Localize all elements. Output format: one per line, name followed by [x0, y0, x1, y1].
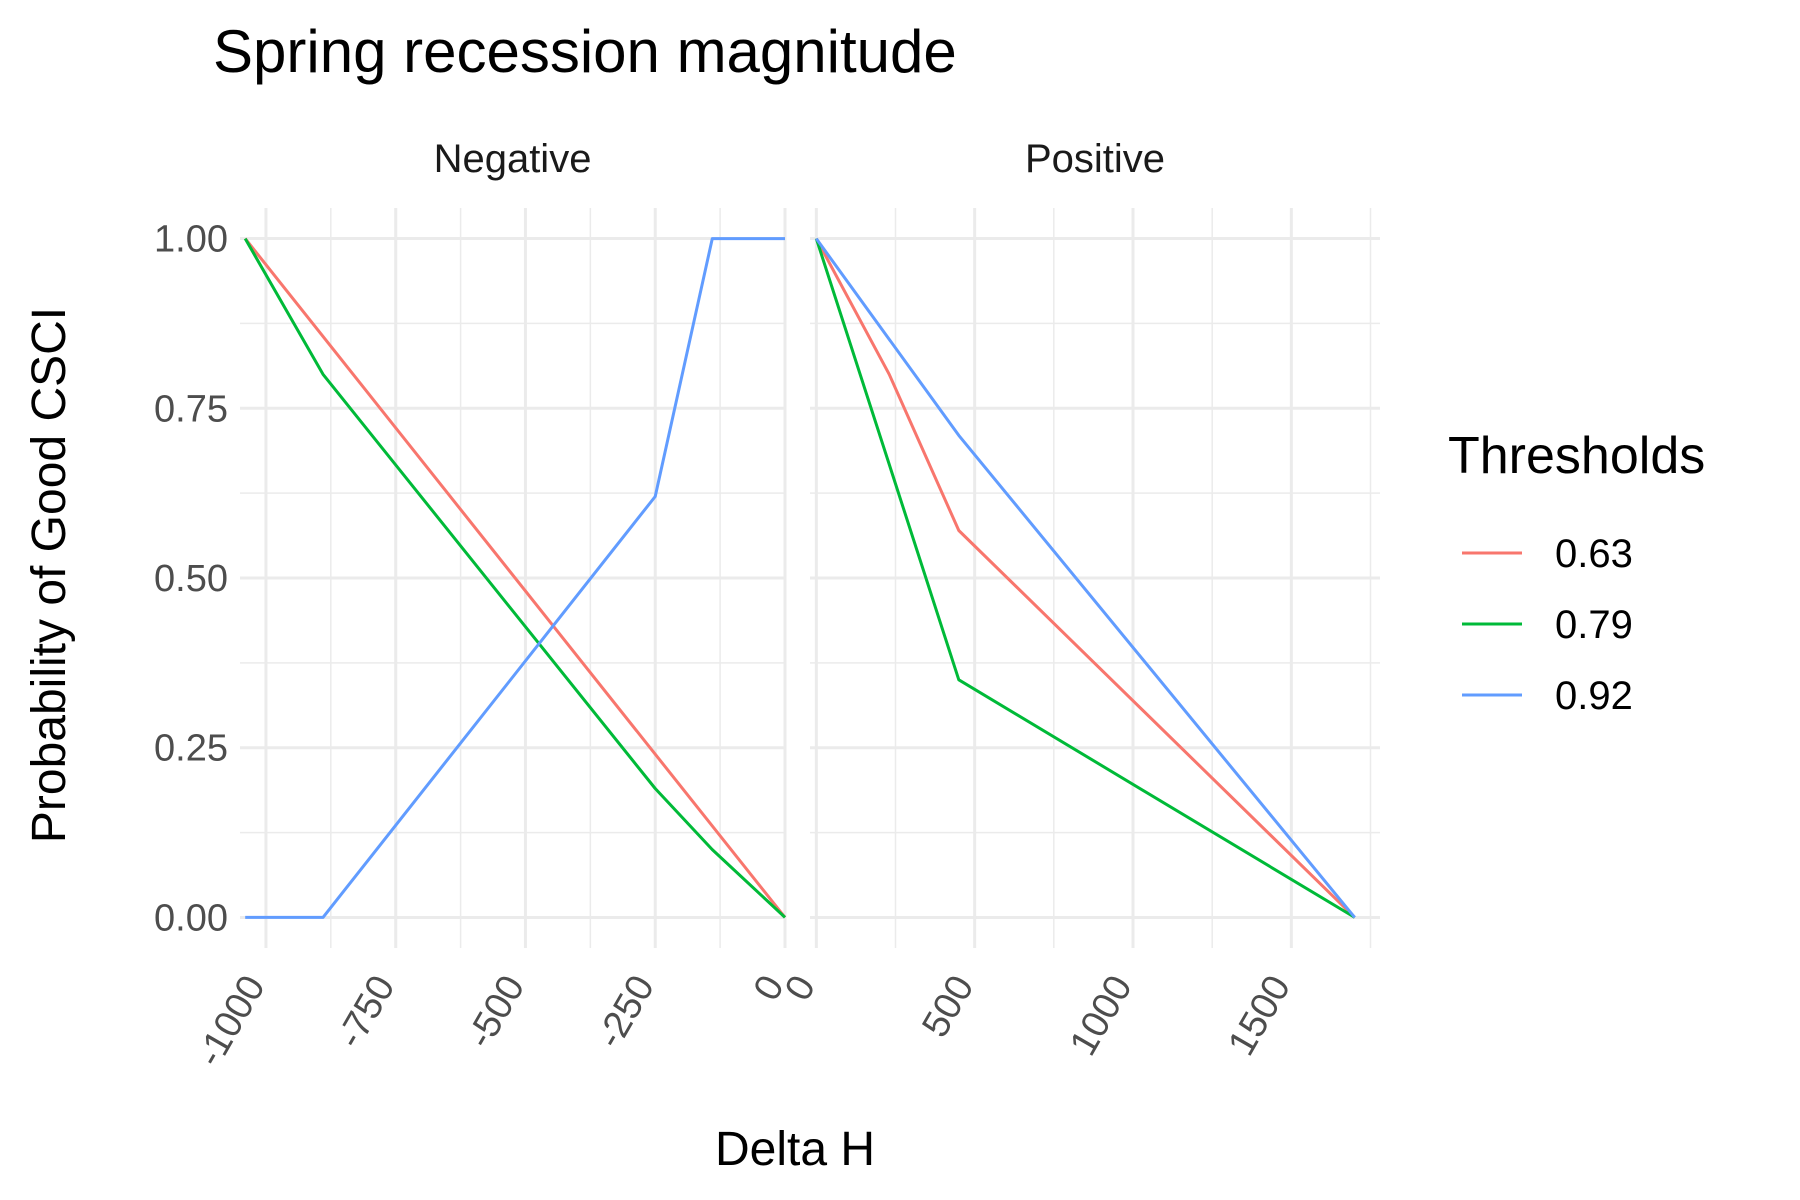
y-axis-label: Probability of Good CSCI	[23, 307, 76, 843]
y-tick-label-2: 0.50	[154, 558, 228, 600]
y-tick-label-0: 0.00	[154, 897, 228, 939]
x-tick-label-1: -750	[329, 969, 403, 1056]
x-tick-label-0: -1000	[189, 969, 274, 1074]
legend-label-0.79: 0.79	[1555, 603, 1633, 647]
x-tick-label-3: 1500	[1220, 969, 1299, 1063]
legend-item-0.92: 0.92	[1462, 674, 1633, 718]
series-line-0.63	[814, 237, 1356, 919]
panel-negative: Negative-1000 -750 -500 -250 0	[189, 137, 793, 1074]
series-line-0.79	[814, 238, 1356, 919]
x-tick-label-2: 1000	[1062, 969, 1141, 1063]
series-line-0.92	[815, 237, 1356, 919]
series-line-0.92	[245, 237, 785, 919]
y-tick-label-3: 0.75	[154, 388, 228, 430]
y-tick-label-1: 0.25	[154, 728, 228, 770]
x-tick-label-3: -250	[589, 969, 663, 1056]
legend-title: Thresholds	[1448, 427, 1705, 485]
series-line-0.63	[244, 237, 787, 919]
y-tick-label-4: 1.00	[154, 219, 228, 261]
chart-title: Spring recession magnitude	[213, 18, 957, 85]
panel-strip-label: Positive	[1025, 137, 1165, 181]
x-tick-label-2: -500	[459, 969, 533, 1056]
x-axis-label: Delta H	[715, 1123, 875, 1176]
legend-item-0.63: 0.63	[1462, 532, 1633, 576]
x-tick-label-1: 500	[914, 969, 982, 1045]
legend-label-0.63: 0.63	[1555, 532, 1633, 576]
legend: Thresholds 0.63 0.79 0.92	[1448, 427, 1705, 718]
series-line-0.79	[243, 237, 787, 919]
legend-label-0.92: 0.92	[1555, 674, 1633, 718]
legend-item-0.79: 0.79	[1462, 603, 1633, 647]
panel-strip-label: Negative	[434, 137, 592, 181]
panels-layer: 0.00 0.25 0.50 0.75 1.00 Negative -1000 -750 -50…	[154, 137, 1380, 1074]
